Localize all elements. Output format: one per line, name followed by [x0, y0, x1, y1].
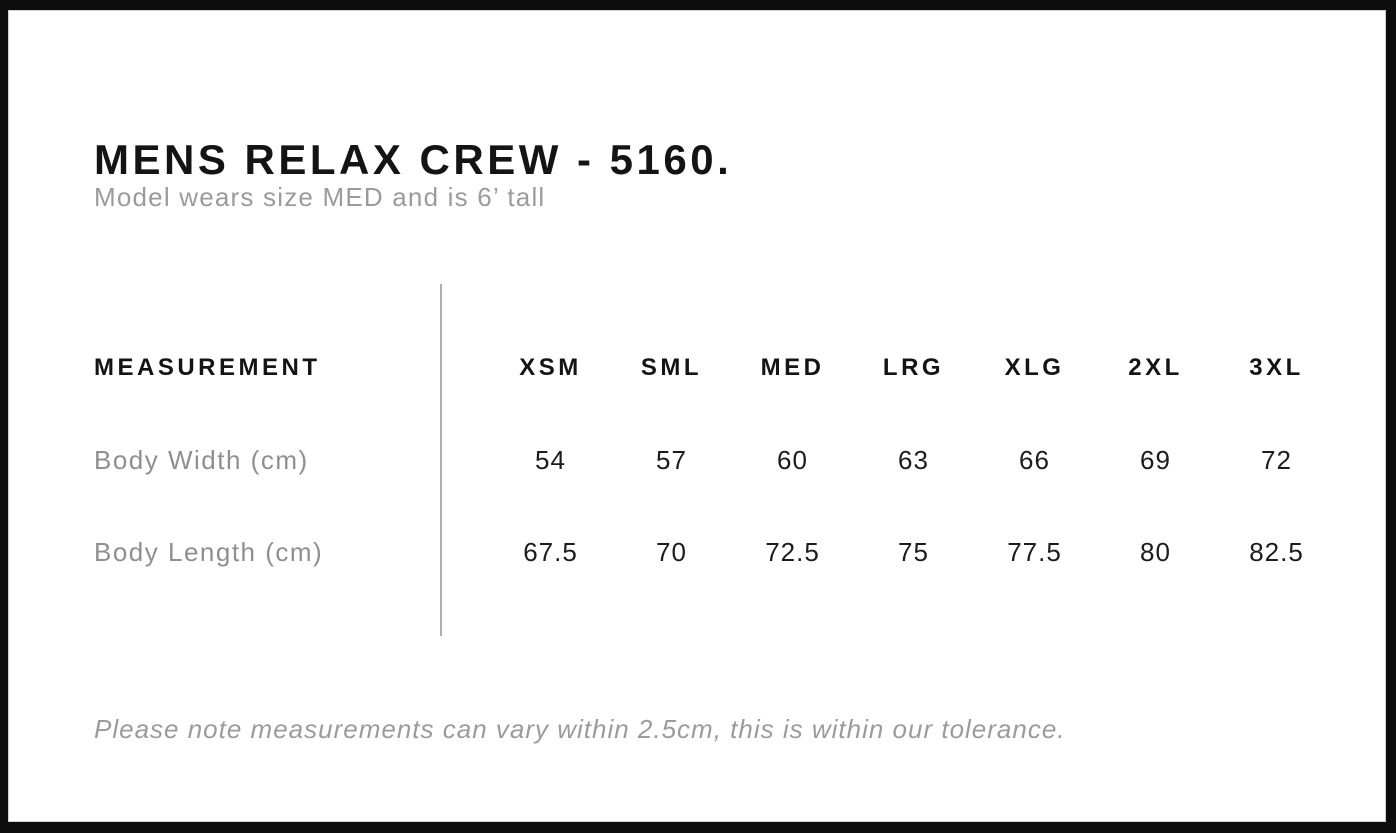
- body-width-xlg: 66: [1019, 444, 1050, 475]
- measurement-column-header: MEASUREMENT: [94, 354, 321, 381]
- body-length-3xl: 82.5: [1249, 536, 1304, 567]
- size-header-2xl: 2XL: [1128, 354, 1183, 381]
- size-header-sml: SML: [640, 354, 703, 381]
- body-length-lrg: 75: [898, 536, 929, 567]
- body-length-med: 72.5: [765, 536, 820, 567]
- body-width-sml: 57: [656, 444, 687, 475]
- row-label-body-width: Body Width (cm): [94, 444, 309, 475]
- size-header-med: MED: [760, 354, 825, 381]
- body-width-med: 60: [777, 444, 808, 475]
- body-length-sml: 70: [656, 536, 687, 567]
- body-length-2xl: 80: [1140, 536, 1171, 567]
- model-size-note: Model wears size MED and is 6’ tall: [94, 182, 546, 212]
- page-title: MENS RELAX CREW - 5160.: [94, 136, 733, 184]
- size-header-lrg: LRG: [882, 354, 945, 381]
- body-width-2xl: 69: [1140, 444, 1171, 475]
- size-header-xlg: XLG: [1004, 354, 1065, 381]
- size-header-xsm: XSM: [519, 354, 582, 381]
- body-length-xsm: 67.5: [523, 536, 578, 567]
- body-length-xlg: 77.5: [1007, 536, 1062, 567]
- size-chart-table: MEASUREMENT XSM SML MED LRG XLG 2XL 3XL …: [94, 322, 1337, 598]
- body-width-lrg: 63: [898, 444, 929, 475]
- table-divider-line: [440, 284, 442, 636]
- body-width-3xl: 72: [1261, 444, 1292, 475]
- row-label-body-length: Body Length (cm): [94, 536, 324, 567]
- body-width-xsm: 54: [535, 444, 566, 475]
- size-header-3xl: 3XL: [1249, 354, 1304, 381]
- tolerance-footnote: Please note measurements can vary within…: [94, 714, 1066, 744]
